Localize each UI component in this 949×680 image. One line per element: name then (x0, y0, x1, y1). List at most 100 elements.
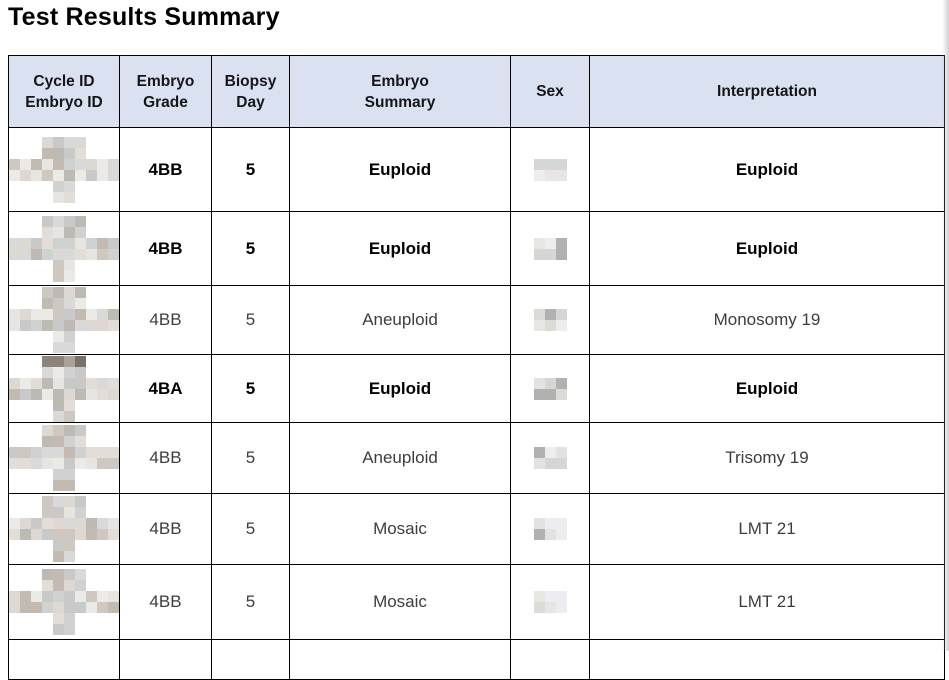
redaction-pixel (53, 180, 64, 192)
redaction-pixel (75, 602, 86, 613)
redaction-pixel (64, 529, 75, 540)
redacted-id-blob (9, 215, 119, 282)
redaction-pixel (53, 569, 64, 580)
redaction-pixel (53, 425, 64, 436)
redaction-pixel (97, 518, 108, 529)
redaction-pixel (75, 215, 86, 227)
redaction-pixel (42, 320, 53, 331)
redaction-pixel (64, 496, 75, 507)
redaction-pixel (555, 518, 567, 529)
cell-embryo-grade: 4BB (119, 493, 212, 565)
redaction-pixel (555, 237, 567, 249)
cell-biopsy-day: 5 (211, 493, 290, 565)
redaction-pixel (53, 366, 64, 378)
redaction-pixel (97, 388, 108, 400)
redaction-pixel (86, 602, 97, 613)
redaction-pixel (9, 237, 20, 249)
redaction-pixel (75, 591, 86, 602)
redaction-pixel (75, 496, 86, 507)
redaction-pixel (108, 377, 119, 389)
redaction-pixel (42, 377, 53, 389)
redaction-pixel (31, 320, 42, 331)
redaction-pixel (555, 158, 567, 170)
redaction-pixel (42, 518, 53, 529)
redaction-pixel (53, 298, 64, 309)
redaction-pixel (42, 569, 53, 580)
table-row: 4BB 5 Mosaic LMT 21 (8, 564, 945, 640)
redaction-pixel (544, 602, 556, 613)
redaction-pixel (9, 377, 20, 389)
redaction-pixel (53, 259, 64, 271)
redaction-pixel (53, 410, 64, 422)
redaction-pixel (20, 602, 31, 613)
header-cycle-embryo-id: Cycle ID Embryo ID (8, 55, 120, 128)
redaction-pixel (31, 158, 42, 170)
redaction-pixel (97, 602, 108, 613)
cell-biopsy-day: 5 (211, 564, 290, 640)
redaction-pixel (31, 237, 42, 249)
redaction-pixel (9, 169, 20, 181)
redaction-pixel (108, 447, 119, 458)
redaction-pixel (533, 529, 545, 540)
redaction-pixel (64, 469, 75, 480)
redaction-pixel (544, 169, 556, 181)
redaction-pixel (533, 377, 545, 389)
redaction-pixel (31, 529, 42, 540)
redaction-pixel (533, 602, 545, 613)
cell-biopsy-day: 5 (211, 354, 290, 423)
redacted-id-blob (9, 136, 119, 203)
redaction-pixel (97, 169, 108, 181)
redaction-pixel (53, 355, 64, 367)
redaction-pixel (86, 458, 97, 469)
redaction-pixel (533, 248, 545, 260)
cell-sex (510, 354, 590, 423)
redaction-pixel (108, 158, 119, 170)
redaction-pixel (75, 569, 86, 580)
redaction-pixel (108, 602, 119, 613)
redaction-pixel (75, 355, 86, 367)
cell-cycle-embryo-id (8, 354, 120, 423)
redaction-pixel (31, 248, 42, 260)
redaction-pixel (108, 309, 119, 320)
redaction-pixel (75, 425, 86, 436)
redaction-pixel (75, 458, 86, 469)
redaction-pixel (86, 237, 97, 249)
redaction-pixel (53, 399, 64, 411)
redaction-pixel (75, 147, 86, 159)
redaction-pixel (533, 447, 545, 458)
cell-interpretation: LMT 21 (589, 493, 945, 565)
cell-interpretation: Monosomy 19 (589, 285, 945, 355)
redaction-pixel (64, 180, 75, 192)
cell-cycle-embryo-id (8, 127, 120, 212)
redaction-pixel (64, 591, 75, 602)
redaction-pixel (53, 469, 64, 480)
redaction-pixel (64, 237, 75, 249)
redaction-pixel (20, 320, 31, 331)
table-row: 4BA 5 Euploid Euploid (8, 354, 945, 423)
redaction-pixel (75, 507, 86, 518)
cell-embryo-summary: Mosaic (289, 493, 511, 565)
redaction-pixel (64, 215, 75, 227)
redaction-pixel (97, 591, 108, 602)
cell-embryo-grade: 4BB (119, 564, 212, 640)
redaction-pixel (53, 320, 64, 331)
redaction-pixel (555, 447, 567, 458)
redaction-pixel (75, 309, 86, 320)
redaction-pixel (64, 191, 75, 203)
redaction-pixel (64, 355, 75, 367)
cell-cycle-embryo-id (8, 285, 120, 355)
redaction-pixel (53, 447, 64, 458)
redaction-pixel (64, 410, 75, 422)
header-embryo-summary: Embryo Summary (289, 55, 511, 128)
redaction-pixel (42, 507, 53, 518)
redaction-pixel (64, 447, 75, 458)
redaction-pixel (86, 158, 97, 170)
header-sex: Sex (510, 55, 590, 128)
redaction-pixel (64, 602, 75, 613)
redaction-pixel (533, 388, 545, 400)
redaction-pixel (97, 377, 108, 389)
redaction-pixel (64, 331, 75, 342)
redaction-pixel (75, 158, 86, 170)
redaction-pixel (64, 388, 75, 400)
redaction-pixel (31, 377, 42, 389)
